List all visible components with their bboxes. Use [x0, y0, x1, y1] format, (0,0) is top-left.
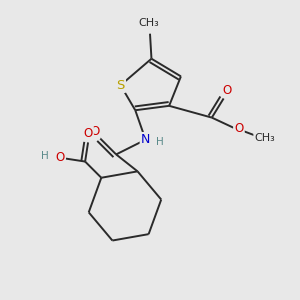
Text: CH₃: CH₃ — [254, 133, 275, 143]
Text: O: O — [90, 125, 99, 138]
Text: H: H — [41, 151, 49, 161]
Text: O: O — [83, 127, 93, 140]
Text: O: O — [55, 151, 64, 164]
Text: N: N — [141, 133, 150, 146]
Text: O: O — [234, 122, 244, 135]
Text: O: O — [223, 84, 232, 97]
Text: CH₃: CH₃ — [138, 18, 159, 28]
Text: S: S — [116, 79, 125, 92]
Text: H: H — [156, 137, 164, 147]
